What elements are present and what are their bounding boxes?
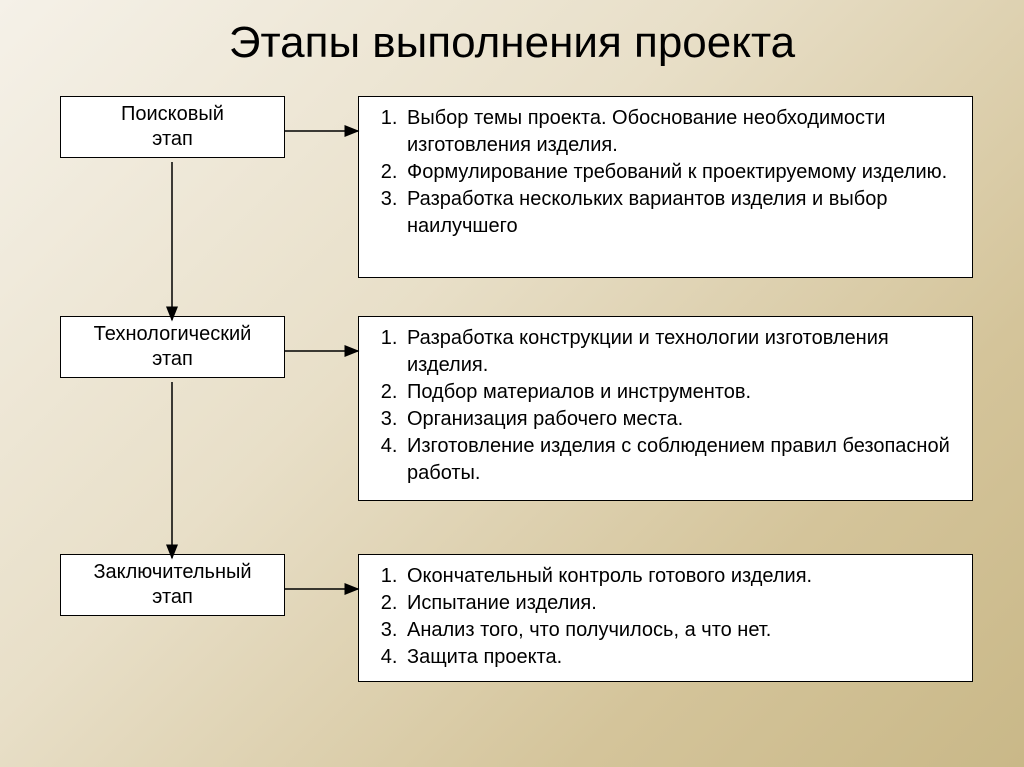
detail-item: Разработка нескольких вариантов изделия …: [403, 186, 958, 240]
stage-box-final: Заключительный этап: [60, 554, 285, 616]
detail-item: Изготовление изделия с соблюдением прави…: [403, 433, 958, 487]
detail-item: Организация рабочего места.: [403, 406, 958, 433]
stage-label: Технологический: [94, 322, 252, 347]
detail-list: Выбор темы проекта. Обоснование необходи…: [373, 105, 958, 240]
detail-box-search: Выбор темы проекта. Обоснование необходи…: [358, 96, 973, 278]
stage-label: этап: [152, 347, 193, 372]
stage-label: этап: [152, 127, 193, 152]
stage-label: Поисковый: [121, 102, 224, 127]
detail-item: Анализ того, что получилось, а что нет.: [403, 617, 958, 644]
stage-box-search: Поисковый этап: [60, 96, 285, 158]
detail-box-final: Окончательный контроль готового изделия.…: [358, 554, 973, 682]
detail-list: Разработка конструкции и технологии изго…: [373, 325, 958, 487]
stage-label: Заключительный: [93, 560, 251, 585]
detail-item: Подбор материалов и инструментов.: [403, 379, 958, 406]
detail-item: Испытание изделия.: [403, 590, 958, 617]
detail-box-tech: Разработка конструкции и технологии изго…: [358, 316, 973, 501]
detail-item: Защита проекта.: [403, 644, 958, 671]
detail-item: Разработка конструкции и технологии изго…: [403, 325, 958, 379]
stage-label: этап: [152, 585, 193, 610]
detail-item: Формулирование требований к проектируемо…: [403, 159, 958, 186]
detail-list: Окончательный контроль готового изделия.…: [373, 563, 958, 671]
stage-box-tech: Технологический этап: [60, 316, 285, 378]
page-title: Этапы выполнения проекта: [0, 0, 1024, 80]
detail-item: Окончательный контроль готового изделия.: [403, 563, 958, 590]
flowchart-container: Поисковый этап Выбор темы проекта. Обосн…: [0, 80, 1024, 760]
detail-item: Выбор темы проекта. Обоснование необходи…: [403, 105, 958, 159]
